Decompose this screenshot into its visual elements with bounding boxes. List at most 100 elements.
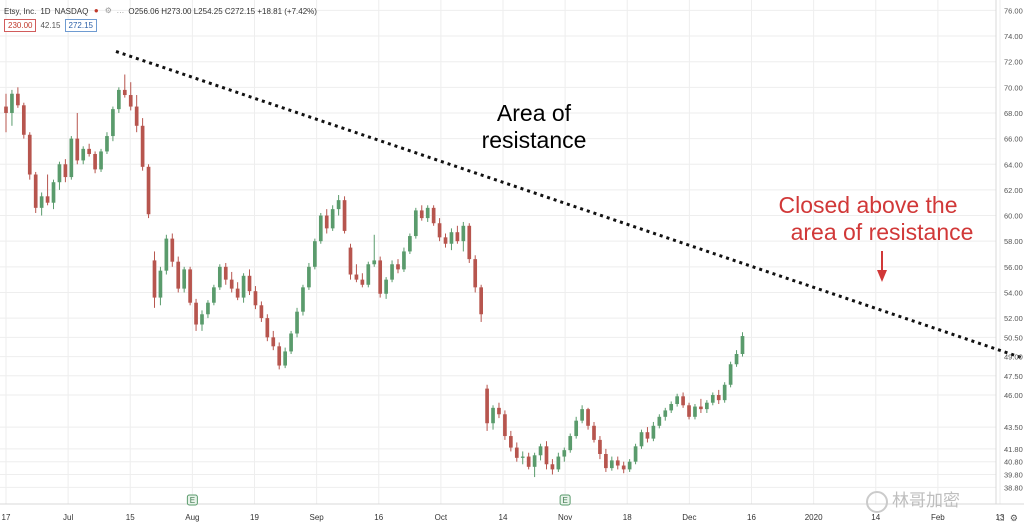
candle bbox=[461, 221, 466, 252]
y-tick-label: 38.80 bbox=[1004, 483, 1023, 492]
interval[interactable]: 1D bbox=[40, 6, 51, 16]
candle bbox=[152, 251, 157, 308]
x-tick-label: 2020 bbox=[805, 513, 823, 522]
candle bbox=[372, 234, 377, 267]
candle bbox=[4, 93, 8, 133]
earnings-marker-icon[interactable]: E bbox=[186, 494, 198, 506]
candle bbox=[485, 384, 489, 431]
candle bbox=[532, 452, 537, 478]
candle bbox=[639, 429, 644, 449]
candle bbox=[728, 361, 733, 388]
candle bbox=[734, 350, 739, 367]
watermark-text: 林哥加密 bbox=[892, 491, 960, 510]
x-tick-label: 13 bbox=[996, 513, 1005, 522]
candle bbox=[402, 247, 406, 272]
candle bbox=[675, 393, 679, 407]
closed-label-line1: Closed above the bbox=[778, 192, 957, 218]
more-icon[interactable]: … bbox=[116, 6, 125, 15]
candle bbox=[693, 404, 697, 420]
candle bbox=[699, 398, 703, 413]
ask-price[interactable]: 272.15 bbox=[64, 19, 97, 32]
candle bbox=[621, 461, 626, 474]
symbol-name[interactable]: Etsy, Inc. bbox=[4, 6, 37, 16]
candle bbox=[117, 87, 121, 113]
settings-icon[interactable]: ⚙ bbox=[1009, 513, 1018, 523]
candle bbox=[633, 443, 638, 465]
candle bbox=[289, 330, 293, 354]
x-tick-label: 16 bbox=[747, 513, 756, 522]
candle bbox=[318, 212, 323, 244]
candle bbox=[229, 271, 234, 293]
svg-text:E: E bbox=[190, 496, 195, 505]
candle bbox=[217, 264, 222, 290]
candle bbox=[467, 223, 472, 263]
closed-label-line2: area of resistance bbox=[791, 219, 974, 245]
candle bbox=[574, 416, 579, 439]
down-arrow-icon bbox=[877, 251, 887, 282]
red-dot-icon: ● bbox=[93, 6, 99, 15]
candle bbox=[87, 143, 91, 157]
candle bbox=[324, 209, 329, 234]
candle bbox=[538, 443, 543, 461]
x-tick-label: 14 bbox=[871, 513, 880, 522]
candle bbox=[259, 301, 264, 322]
x-tick-label: Feb bbox=[931, 513, 945, 522]
candle bbox=[390, 260, 394, 283]
candle bbox=[51, 179, 56, 210]
candle bbox=[449, 228, 454, 251]
candle bbox=[740, 332, 745, 357]
candle bbox=[592, 421, 596, 443]
y-tick-label: 54.00 bbox=[1004, 288, 1023, 297]
candle bbox=[520, 451, 525, 465]
candle bbox=[586, 407, 590, 430]
candle bbox=[301, 284, 305, 316]
y-tick-label: 46.00 bbox=[1004, 391, 1023, 400]
y-tick-label: 72.00 bbox=[1004, 58, 1023, 67]
y-tick-label: 62.00 bbox=[1004, 186, 1023, 195]
gear-icon[interactable]: ⚙ bbox=[104, 6, 112, 15]
candle bbox=[182, 266, 187, 293]
candle bbox=[164, 234, 169, 275]
earnings-marker-icon[interactable]: E bbox=[559, 494, 571, 506]
candle bbox=[645, 427, 650, 443]
y-tick-label: 66.00 bbox=[1004, 135, 1023, 144]
bid-price[interactable]: 230.00 bbox=[4, 19, 37, 32]
x-tick-label: Aug bbox=[185, 513, 199, 522]
candle bbox=[443, 233, 448, 248]
candle bbox=[45, 174, 50, 206]
candle bbox=[170, 233, 175, 267]
candle bbox=[716, 389, 721, 404]
candle bbox=[526, 452, 531, 470]
x-tick-label: 17 bbox=[2, 513, 11, 522]
y-axis: 76.00 74.00 72.00 70.00 68.00 66.00 64.00 62.00… bbox=[0, 0, 1024, 505]
x-tick-label: Nov bbox=[558, 513, 572, 522]
y-tick-label: 64.00 bbox=[1004, 160, 1023, 169]
candle bbox=[657, 414, 662, 429]
candle bbox=[425, 205, 430, 222]
candle bbox=[497, 402, 501, 419]
candle bbox=[396, 259, 400, 274]
candle bbox=[562, 447, 567, 462]
candle bbox=[330, 205, 335, 231]
candle bbox=[687, 402, 691, 420]
candle bbox=[99, 148, 103, 172]
candle bbox=[105, 132, 109, 154]
watermark: 林哥加密 bbox=[866, 486, 960, 513]
candle bbox=[265, 314, 270, 342]
candle bbox=[473, 255, 478, 293]
spread: 42.15 bbox=[40, 21, 61, 30]
candle bbox=[550, 459, 555, 475]
candle bbox=[705, 400, 709, 413]
candle bbox=[580, 405, 584, 424]
candle bbox=[194, 298, 198, 331]
candle bbox=[455, 225, 460, 244]
candle bbox=[75, 112, 80, 165]
y-tick-label: 68.00 bbox=[1004, 109, 1023, 118]
resistance-trendline bbox=[115, 50, 1024, 361]
log-scale-icon[interactable]: □ bbox=[998, 513, 1004, 523]
y-tick-label: 52.00 bbox=[1004, 314, 1023, 323]
candle bbox=[235, 282, 240, 301]
candle bbox=[651, 421, 656, 442]
candle bbox=[408, 233, 412, 254]
